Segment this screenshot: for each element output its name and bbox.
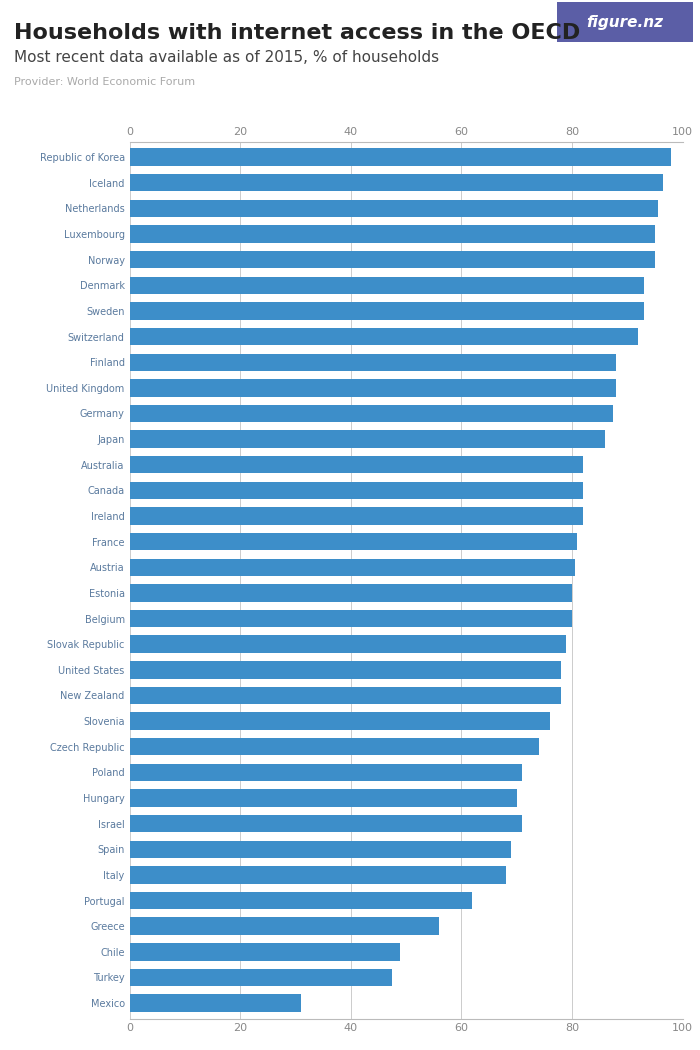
- Text: figure.nz: figure.nz: [587, 15, 664, 29]
- Bar: [130, 379, 616, 397]
- Bar: [130, 251, 655, 269]
- Bar: [130, 943, 400, 961]
- Bar: [130, 763, 522, 781]
- Bar: [130, 200, 657, 217]
- Text: Provider: World Economic Forum: Provider: World Economic Forum: [14, 77, 195, 87]
- Bar: [130, 891, 473, 909]
- Bar: [130, 559, 575, 576]
- Text: Most recent data available as of 2015, % of households: Most recent data available as of 2015, %…: [14, 50, 439, 65]
- Bar: [130, 635, 566, 653]
- Bar: [130, 969, 392, 986]
- Bar: [130, 712, 550, 730]
- Bar: [130, 276, 644, 294]
- Bar: [130, 302, 644, 319]
- Bar: [130, 994, 301, 1012]
- Bar: [130, 610, 572, 627]
- Bar: [130, 662, 561, 678]
- Bar: [130, 841, 511, 858]
- Bar: [130, 790, 517, 806]
- Bar: [130, 354, 616, 371]
- Bar: [130, 174, 663, 191]
- Bar: [130, 815, 522, 833]
- Bar: [130, 226, 655, 243]
- Bar: [130, 148, 671, 166]
- Bar: [130, 456, 583, 474]
- Bar: [130, 584, 572, 602]
- Bar: [130, 533, 578, 550]
- Bar: [130, 404, 613, 422]
- Bar: [130, 918, 439, 935]
- Bar: [130, 866, 505, 884]
- Bar: [130, 738, 539, 756]
- Bar: [130, 687, 561, 705]
- Bar: [130, 328, 638, 345]
- Bar: [130, 507, 583, 525]
- Text: Households with internet access in the OECD: Households with internet access in the O…: [14, 23, 580, 43]
- Bar: [130, 430, 605, 448]
- Bar: [130, 482, 583, 499]
